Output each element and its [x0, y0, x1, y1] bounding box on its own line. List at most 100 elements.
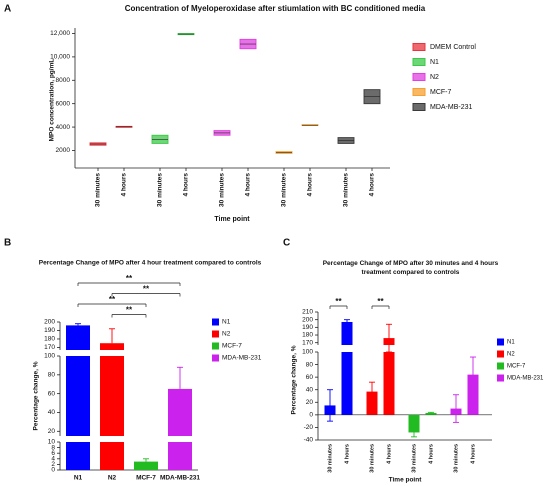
y-tick-label: 2000	[56, 147, 71, 154]
legend-swatch	[212, 330, 219, 338]
bar-piece	[408, 414, 420, 433]
y-tick-label: 40	[48, 409, 56, 416]
x-tick-label: 30 minutes	[369, 444, 375, 473]
error-bar	[327, 389, 333, 422]
significance-label: **	[126, 274, 133, 283]
y-tick-label: 200	[302, 316, 313, 323]
y-tick-label: 170	[44, 344, 55, 351]
x-tick-label: 4 hours	[121, 173, 128, 197]
legend-label: N1	[507, 340, 515, 346]
x-tick-label: N2	[108, 475, 117, 482]
error-bar	[177, 366, 183, 389]
significance-label: **	[126, 306, 133, 315]
y-tick-label: 10	[48, 439, 56, 446]
x-tick-label: 4 hours	[386, 444, 392, 464]
bar-piece	[66, 356, 90, 436]
legend-swatch	[497, 374, 504, 382]
legend-label: MCF-7	[222, 343, 242, 350]
chart-title: Percentage Change of MPO after 4 hour tr…	[39, 260, 262, 267]
legend-label: MDA-MB-231	[222, 355, 262, 362]
y-tick-label: 200	[44, 319, 55, 326]
y-tick-label: 80	[48, 372, 56, 379]
y-axis-label: Percentage change, %	[33, 361, 40, 430]
bar-piece	[341, 321, 353, 345]
bar	[66, 325, 90, 470]
y-tick-label: 190	[302, 324, 313, 331]
bar	[366, 391, 378, 415]
legend-swatch	[412, 103, 426, 111]
legend-swatch	[212, 354, 219, 362]
bar	[341, 321, 353, 415]
error-bar	[428, 411, 434, 415]
legend-swatch	[212, 342, 219, 350]
panel-label: C	[283, 238, 290, 249]
legend-swatch	[412, 88, 426, 96]
panel-label: B	[4, 238, 11, 249]
x-tick-label: 30 minutes	[95, 173, 102, 207]
x-tick-label: 30 minutes	[411, 444, 417, 473]
error-bar	[75, 323, 81, 326]
x-tick-label: N1	[74, 475, 83, 482]
x-tick-label: 30 minutes	[453, 444, 459, 473]
significance-label: **	[143, 285, 150, 294]
y-tick-label: 20	[306, 399, 314, 406]
bar-piece	[66, 442, 90, 470]
bar-piece	[100, 343, 124, 350]
bar-piece	[383, 352, 395, 415]
y-tick-label: 80	[306, 361, 314, 368]
bar-piece	[168, 442, 192, 470]
x-tick-label: 4 hours	[307, 173, 314, 197]
panel-label: A	[4, 4, 11, 15]
legend-swatch	[497, 350, 504, 358]
significance-label: **	[335, 297, 342, 306]
x-axis-label: Time point	[214, 216, 250, 223]
bar	[168, 388, 192, 470]
y-tick-label: 8	[51, 444, 55, 451]
y-tick-label: 10,000	[50, 54, 70, 61]
legend-swatch	[497, 338, 504, 346]
error-bar	[109, 328, 115, 344]
y-axis-label: MPO concentration, pg/mL	[49, 59, 56, 142]
bar	[134, 461, 158, 470]
legend-label: N1	[430, 59, 439, 66]
error-bar	[470, 356, 476, 393]
x-tick-label: 4 hours	[344, 444, 350, 464]
x-tick-label: MCF-7	[136, 475, 156, 482]
significance-label: **	[109, 295, 116, 304]
y-tick-label: 6	[51, 450, 55, 457]
legend-label: N2	[430, 74, 439, 81]
bar-piece	[134, 461, 158, 470]
x-tick-label: 30 minutes	[219, 173, 226, 207]
y-tick-label: 100	[302, 349, 313, 356]
chart-title: Concentration of Myeloperoxidase after s…	[125, 4, 426, 13]
y-tick-label: 4000	[56, 124, 71, 131]
y-tick-label: -20	[304, 424, 314, 431]
significance-label: **	[377, 297, 384, 306]
legend-label: MDA-MB-231	[430, 104, 473, 111]
legend-label: N2	[222, 331, 231, 338]
bar-piece	[341, 352, 353, 415]
legend-label: DMEM Control	[430, 44, 476, 51]
y-tick-label: -40	[304, 437, 314, 444]
error-bar	[386, 323, 392, 353]
error-bar	[369, 381, 375, 402]
y-tick-label: 2	[51, 461, 55, 468]
y-tick-label: 20	[48, 428, 56, 435]
x-tick-label: 4 hours	[369, 173, 376, 197]
x-tick-label: 30 minutes	[343, 173, 350, 207]
y-tick-label: 12,000	[50, 30, 70, 37]
bar-piece	[100, 442, 124, 470]
bar	[408, 414, 420, 433]
legend-label: MDA-MB-231	[507, 376, 544, 382]
y-tick-label: 4	[51, 456, 55, 463]
y-tick-label: 190	[44, 327, 55, 334]
error-bar	[411, 427, 417, 438]
legend-swatch	[212, 318, 219, 326]
x-tick-label: 30 minutes	[327, 444, 333, 473]
legend-label: MCF-7	[507, 364, 526, 370]
x-tick-label: 4 hours	[183, 173, 190, 197]
x-tick-label: 4 hours	[245, 173, 252, 197]
x-tick-label: 30 minutes	[281, 173, 288, 207]
x-tick-label: MDA-MB-231	[160, 475, 200, 482]
